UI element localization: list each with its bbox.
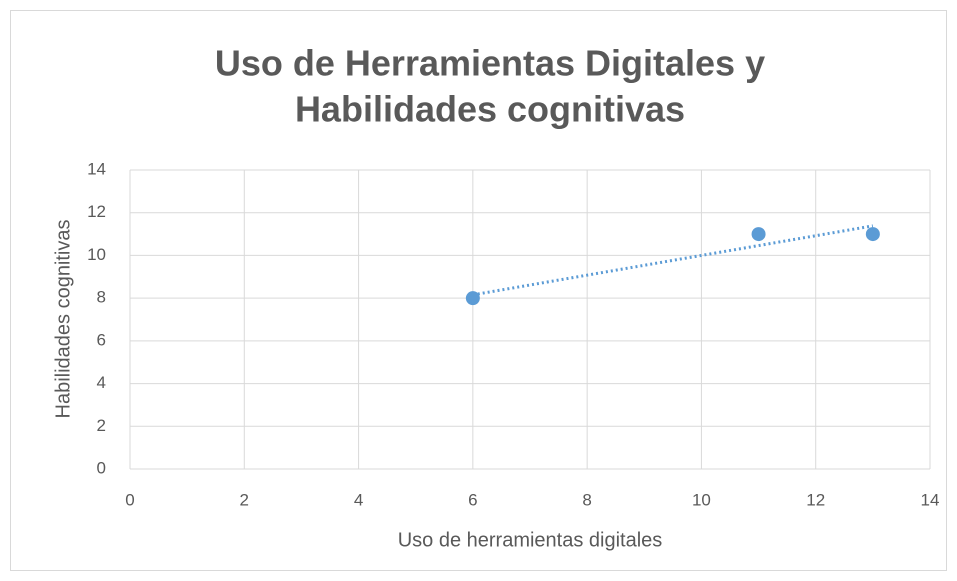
chart-title: Uso de Herramientas Digitales y	[215, 43, 765, 84]
x-tick-label: 10	[692, 490, 711, 509]
x-tick-label: 14	[921, 490, 940, 509]
chart-title: Habilidades cognitivas	[295, 89, 685, 130]
y-axis-label: Habilidades cognitivas	[52, 219, 74, 418]
x-tick-label: 2	[240, 490, 249, 509]
x-axis-label: Uso de herramientas digitales	[398, 529, 663, 551]
x-tick-label: 8	[582, 490, 591, 509]
chart-border	[10, 10, 947, 571]
y-tick-label: 4	[97, 373, 106, 392]
y-tick-label: 12	[87, 202, 106, 221]
y-tick-label: 8	[97, 288, 106, 307]
y-tick-label: 6	[97, 330, 106, 349]
y-tick-label: 2	[97, 416, 106, 435]
point	[751, 227, 766, 242]
x-tick-label: 6	[468, 490, 477, 509]
x-tick-label: 0	[125, 490, 134, 509]
point	[865, 227, 880, 242]
y-tick-label: 10	[87, 245, 106, 264]
x-tick-label: 4	[354, 490, 363, 509]
x-tick-label: 12	[806, 490, 825, 509]
y-tick-label: 14	[87, 159, 106, 178]
point	[465, 291, 480, 306]
y-tick-label: 0	[97, 458, 106, 477]
